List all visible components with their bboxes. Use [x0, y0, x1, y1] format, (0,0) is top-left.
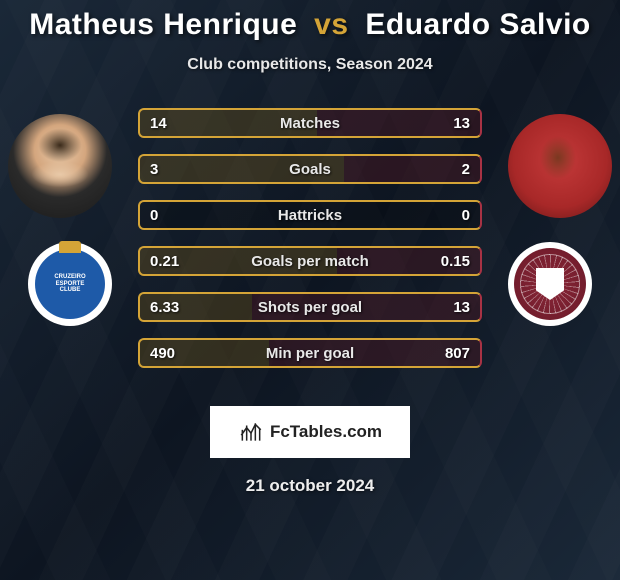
stat-value-right: 0.15 — [441, 253, 470, 270]
stat-bars: 14 Matches 13 3 Goals 2 0 Hattricks 0 0.… — [138, 108, 482, 384]
lanus-badge-inner — [514, 248, 586, 320]
player2-club-badge — [508, 242, 592, 326]
stat-value-right: 13 — [453, 115, 470, 132]
main-area: CRUZEIROESPORTECLUBE 14 Matches 13 3 Goa… — [0, 108, 620, 388]
bar-fill-right — [344, 156, 480, 182]
stat-row: 490 Min per goal 807 — [138, 338, 482, 368]
subtitle: Club competitions, Season 2024 — [0, 56, 620, 74]
vs-text: vs — [314, 8, 348, 41]
cruzeiro-badge-inner: CRUZEIROESPORTECLUBE — [35, 249, 105, 319]
stat-value-left: 0 — [150, 207, 158, 224]
stat-row: 0.21 Goals per match 0.15 — [138, 246, 482, 276]
brand-text: FcTables.com — [270, 422, 382, 442]
player1-avatar — [8, 114, 112, 218]
stat-value-right: 0 — [462, 207, 470, 224]
stat-row: 14 Matches 13 — [138, 108, 482, 138]
stat-row: 6.33 Shots per goal 13 — [138, 292, 482, 322]
comparison-card: Matheus Henrique vs Eduardo Salvio Club … — [0, 0, 620, 580]
club-left-label: CRUZEIROESPORTECLUBE — [54, 274, 85, 294]
stat-value-right: 13 — [453, 299, 470, 316]
stat-value-left: 14 — [150, 115, 167, 132]
fctables-logo-icon — [238, 419, 264, 445]
player2-name: Eduardo Salvio — [365, 8, 590, 41]
stat-value-left: 490 — [150, 345, 175, 362]
stat-value-left: 3 — [150, 161, 158, 178]
page-title: Matheus Henrique vs Eduardo Salvio — [0, 8, 620, 42]
date-label: 21 october 2024 — [0, 476, 620, 496]
bar-fill-left — [140, 156, 344, 182]
brand-box: FcTables.com — [210, 406, 410, 458]
player1-name: Matheus Henrique — [29, 8, 297, 41]
bar-fill-right — [252, 294, 480, 320]
stat-label: Hattricks — [140, 207, 480, 224]
stat-value-right: 807 — [445, 345, 470, 362]
player1-club-badge: CRUZEIROESPORTECLUBE — [28, 242, 112, 326]
stat-row: 0 Hattricks 0 — [138, 200, 482, 230]
lanus-shield-icon — [536, 268, 564, 300]
stat-row: 3 Goals 2 — [138, 154, 482, 184]
stat-value-right: 2 — [462, 161, 470, 178]
stat-value-left: 0.21 — [150, 253, 179, 270]
player2-avatar — [508, 114, 612, 218]
stat-value-left: 6.33 — [150, 299, 179, 316]
